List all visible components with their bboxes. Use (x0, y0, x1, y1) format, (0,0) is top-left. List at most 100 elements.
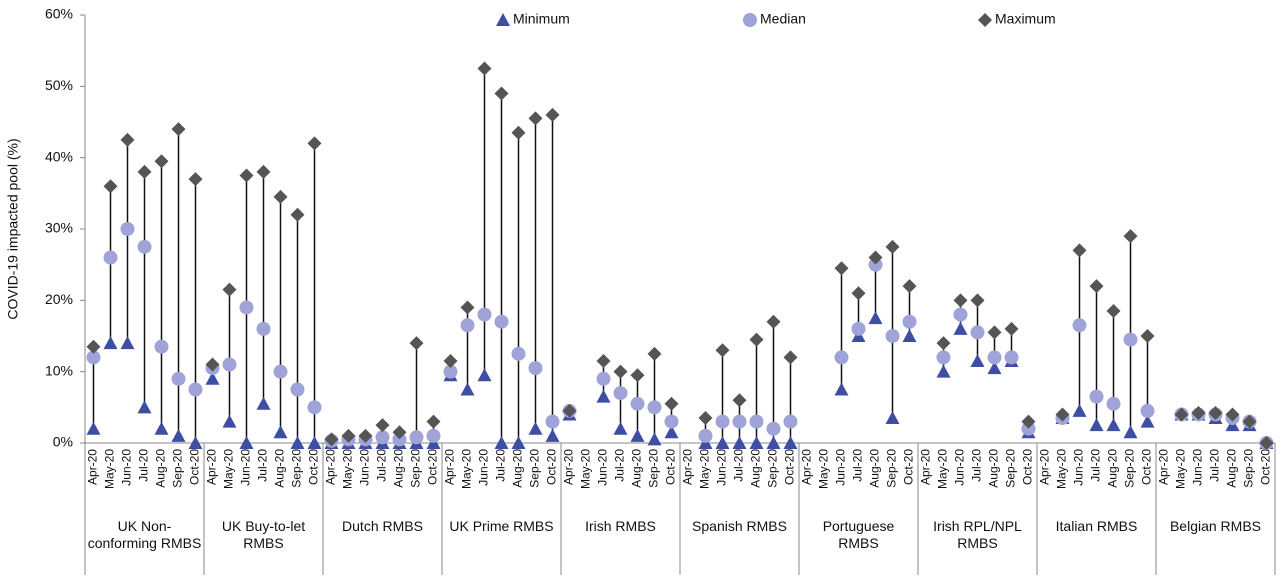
minimum-marker (154, 421, 169, 435)
x-tick-label: Apr-20 (562, 449, 576, 485)
maximum-marker (1208, 406, 1223, 421)
x-tick-label: Oct-20 (545, 449, 559, 485)
maximum-marker (222, 282, 237, 297)
maximum-marker (375, 418, 390, 433)
maximum-marker (273, 189, 288, 204)
maximum-marker (307, 136, 322, 151)
median-marker (834, 350, 849, 365)
minimum-marker (596, 389, 611, 403)
maximum-marker (766, 314, 781, 329)
maximum-marker (1259, 436, 1274, 450)
x-tick-label: Aug-20 (1225, 449, 1239, 488)
x-tick-label: Sep-20 (290, 449, 304, 488)
minimum-marker (1140, 414, 1155, 428)
x-tick-label: Jun-20 (358, 449, 372, 486)
x-tick-label: Sep-20 (528, 449, 542, 488)
x-tick-label: Sep-20 (1123, 449, 1137, 488)
minimum-marker (732, 436, 747, 449)
median-marker (885, 329, 900, 343)
x-tick-label: Jun-20 (1191, 449, 1205, 486)
x-tick-label: Jul-20 (375, 449, 389, 482)
x-tick-label: May-20 (341, 449, 355, 489)
minimum-marker (460, 382, 475, 396)
x-tick-label: Jun-20 (120, 449, 134, 486)
maximum-marker (987, 325, 1002, 340)
minimum-marker (868, 311, 883, 325)
x-tick-label: Apr-20 (205, 449, 219, 485)
maximum-marker (562, 403, 577, 418)
group-label: Portuguese RMBS (822, 518, 895, 551)
x-tick-label: Jun-20 (477, 449, 491, 486)
median-marker (477, 307, 492, 322)
median-marker (613, 386, 628, 401)
median-marker (256, 321, 271, 336)
minimum-marker (664, 425, 679, 439)
y-tick-label: 0% (53, 434, 73, 450)
x-tick-label: Oct-20 (902, 449, 916, 485)
maximum-marker (460, 300, 475, 315)
x-tick-label: Jul-20 (1089, 449, 1103, 482)
group-label: UK Prime RMBS (449, 518, 554, 534)
median-marker (171, 371, 186, 386)
maximum-marker (409, 336, 424, 351)
x-tick-label: Oct-20 (664, 449, 678, 485)
minimum-marker (1072, 403, 1087, 417)
x-tick-label: Aug-20 (511, 449, 525, 488)
median-marker (1089, 389, 1104, 404)
y-tick-label: 20% (45, 291, 73, 307)
x-tick-label: May-20 (698, 449, 712, 489)
median-marker (647, 400, 662, 415)
x-tick-label: Apr-20 (443, 449, 457, 485)
maximum-marker (239, 168, 254, 183)
maximum-marker (1225, 407, 1240, 422)
legend-marker (743, 13, 757, 27)
maximum-marker (511, 125, 526, 140)
maximum-marker (749, 332, 764, 347)
minimum-marker (766, 436, 781, 449)
x-tick-label: Oct-20 (1140, 449, 1154, 485)
x-tick-label: May-20 (222, 449, 236, 489)
maximum-marker (970, 293, 985, 308)
minimum-marker (103, 336, 118, 350)
x-tick-label: Oct-20 (307, 449, 321, 485)
x-tick-label: May-20 (936, 449, 950, 489)
median-marker (970, 325, 985, 340)
x-tick-label: Oct-20 (188, 449, 202, 485)
group-label: Belgian RMBS (1169, 518, 1262, 534)
x-tick-label: Oct-20 (426, 449, 440, 485)
maximum-marker (1089, 279, 1104, 294)
median-marker (1106, 396, 1121, 411)
maximum-marker (1123, 229, 1138, 244)
legend-label: Maximum (995, 11, 1056, 27)
median-marker (1021, 421, 1036, 436)
maximum-marker (596, 353, 611, 368)
minimum-marker (239, 436, 254, 449)
minimum-marker (987, 361, 1002, 375)
x-tick-label: Jun-20 (834, 449, 848, 486)
minimum-marker (256, 396, 271, 410)
minimum-marker (205, 371, 220, 385)
maximum-marker (647, 346, 662, 361)
minimum-marker (273, 425, 288, 439)
x-tick-label: Oct-20 (783, 449, 797, 485)
median-marker (1140, 403, 1155, 418)
group-label: Irish RMBS (585, 518, 656, 534)
minimum-marker (613, 421, 628, 435)
x-tick-label: Jun-20 (1072, 449, 1086, 486)
median-marker (715, 414, 730, 429)
median-marker (137, 239, 152, 254)
maximum-marker (256, 164, 271, 179)
median-marker (409, 430, 424, 445)
median-marker (528, 361, 543, 376)
maximum-marker (613, 364, 628, 379)
minimum-marker (647, 432, 662, 446)
x-tick-label: Jun-20 (596, 449, 610, 486)
minimum-marker (1123, 425, 1138, 439)
group-label: Irish RPL/NPL RMBS (933, 518, 1022, 551)
x-tick-label: Aug-20 (154, 449, 168, 488)
x-tick-label: Sep-20 (1004, 449, 1018, 488)
median-marker (851, 321, 866, 336)
x-tick-label: Apr-20 (1038, 449, 1052, 485)
maximum-marker (1072, 243, 1087, 258)
